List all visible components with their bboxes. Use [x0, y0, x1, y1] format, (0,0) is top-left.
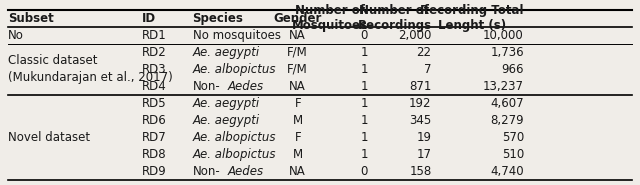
- Text: 570: 570: [502, 131, 524, 144]
- Text: 10,000: 10,000: [483, 29, 524, 42]
- Text: 2,000: 2,000: [398, 29, 431, 42]
- Text: 871: 871: [409, 80, 431, 93]
- Text: 7: 7: [424, 63, 431, 76]
- Text: RD5: RD5: [141, 97, 166, 110]
- Text: RD3: RD3: [141, 63, 166, 76]
- Text: Aedes: Aedes: [228, 80, 264, 93]
- Text: Recording Total
Lenght (s): Recording Total Lenght (s): [420, 4, 524, 32]
- Text: RD1: RD1: [141, 29, 166, 42]
- Text: 22: 22: [417, 46, 431, 59]
- Text: Non-: Non-: [193, 165, 220, 178]
- Text: 4,607: 4,607: [490, 97, 524, 110]
- Text: 158: 158: [409, 165, 431, 178]
- Text: Aedes: Aedes: [228, 165, 264, 178]
- Text: Ae. albopictus: Ae. albopictus: [193, 148, 276, 161]
- Text: Ae. aegypti: Ae. aegypti: [193, 46, 260, 59]
- Text: 17: 17: [417, 148, 431, 161]
- Text: 13,237: 13,237: [483, 80, 524, 93]
- Text: RD7: RD7: [141, 131, 166, 144]
- Text: 510: 510: [502, 148, 524, 161]
- Text: RD9: RD9: [141, 165, 166, 178]
- Text: 192: 192: [409, 97, 431, 110]
- Text: 1,736: 1,736: [490, 46, 524, 59]
- Text: Ae. albopictus: Ae. albopictus: [193, 63, 276, 76]
- Text: F/M: F/M: [287, 63, 308, 76]
- Text: Novel dataset: Novel dataset: [8, 131, 90, 144]
- Text: Non-: Non-: [193, 80, 220, 93]
- Text: 19: 19: [417, 131, 431, 144]
- Text: RD2: RD2: [141, 46, 166, 59]
- Text: Number of
Recordings: Number of Recordings: [357, 4, 431, 32]
- Text: Number of
Mosquitoes: Number of Mosquitoes: [292, 4, 368, 32]
- Text: NA: NA: [289, 165, 306, 178]
- Text: NA: NA: [289, 80, 306, 93]
- Text: M: M: [292, 148, 303, 161]
- Text: RD6: RD6: [141, 114, 166, 127]
- Text: 966: 966: [501, 63, 524, 76]
- Text: No: No: [8, 29, 24, 42]
- Text: 1: 1: [360, 80, 368, 93]
- Text: F/M: F/M: [287, 46, 308, 59]
- Text: 8,279: 8,279: [490, 114, 524, 127]
- Text: F: F: [294, 131, 301, 144]
- Text: 1: 1: [360, 131, 368, 144]
- Text: 1: 1: [360, 46, 368, 59]
- Text: No mosquitoes: No mosquitoes: [193, 29, 280, 42]
- Text: 0: 0: [360, 29, 368, 42]
- Text: Ae. aegypti: Ae. aegypti: [193, 97, 260, 110]
- Text: Subset: Subset: [8, 12, 54, 25]
- Text: 1: 1: [360, 63, 368, 76]
- Text: RD8: RD8: [141, 148, 166, 161]
- Text: RD4: RD4: [141, 80, 166, 93]
- Text: Classic dataset
(Mukundarajan et al., 2017): Classic dataset (Mukundarajan et al., 20…: [8, 54, 173, 84]
- Text: Ae. albopictus: Ae. albopictus: [193, 131, 276, 144]
- Text: 1: 1: [360, 114, 368, 127]
- Text: Species: Species: [193, 12, 243, 25]
- Text: ID: ID: [141, 12, 156, 25]
- Text: M: M: [292, 114, 303, 127]
- Text: 0: 0: [360, 165, 368, 178]
- Text: 4,740: 4,740: [490, 165, 524, 178]
- Text: 1: 1: [360, 148, 368, 161]
- Text: NA: NA: [289, 29, 306, 42]
- Text: 1: 1: [360, 97, 368, 110]
- Text: F: F: [294, 97, 301, 110]
- Text: Ae. aegypti: Ae. aegypti: [193, 114, 260, 127]
- Text: Gender: Gender: [273, 12, 322, 25]
- Text: 345: 345: [409, 114, 431, 127]
